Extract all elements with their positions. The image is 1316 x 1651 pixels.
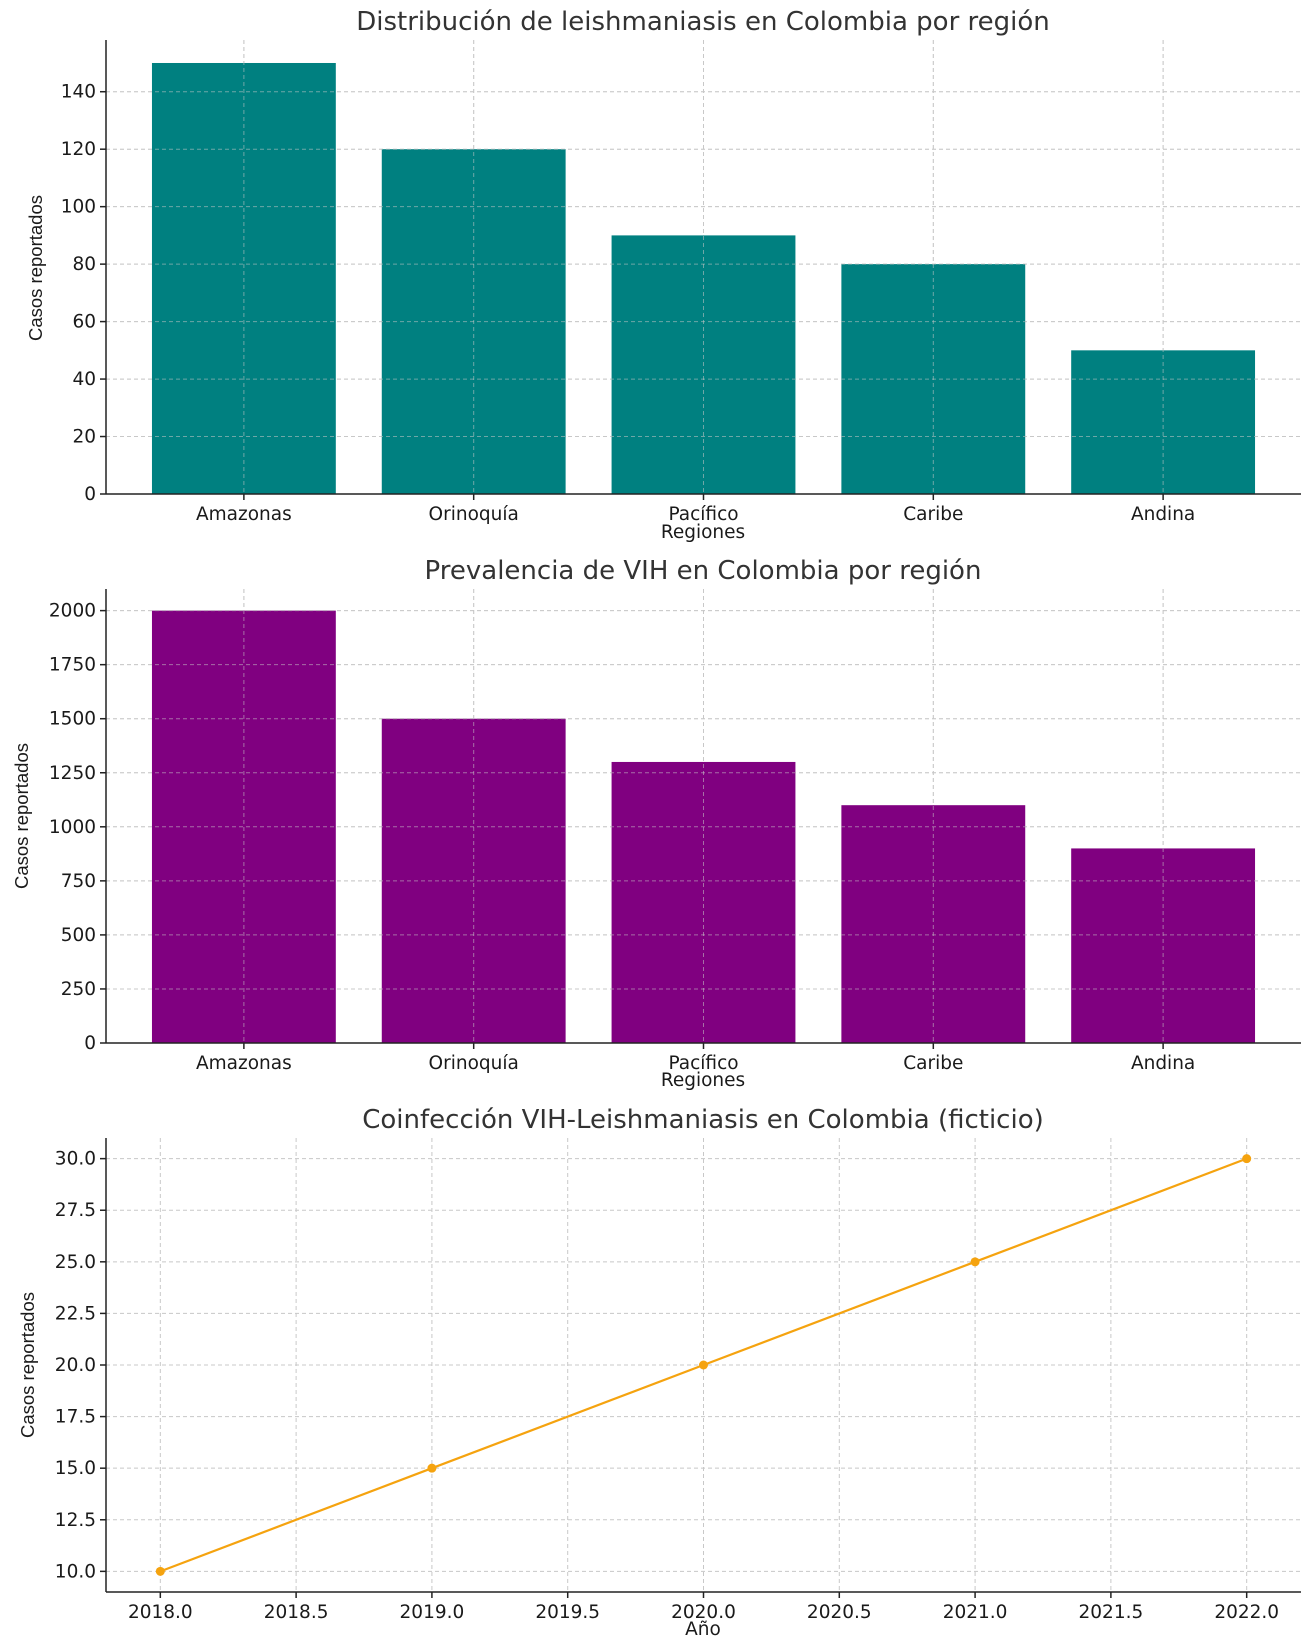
x-tick-label: Caribe [903,504,963,525]
y-tick-label: 25.0 [55,1252,96,1273]
y-tick-label: 22.5 [55,1303,96,1324]
y-tick-label: 40 [72,369,96,390]
bar-pacífico [611,761,796,1043]
x-tick-label: 2020.5 [807,1602,872,1623]
x-axis-label: Regiones [661,1070,745,1091]
y-tick-label: 15.0 [55,1458,96,1479]
y-tick-label: 60 [72,312,96,333]
x-tick-label: 2021.0 [943,1602,1008,1623]
x-axis-label: Regiones [661,522,745,543]
data-point-2018 [155,1566,165,1576]
y-tick-label: 1500 [49,709,96,730]
y-tick-label: 0 [84,1033,96,1054]
coinfection-line-chart: Coinfección VIH-Leishmaniasis en Colombi… [17,1105,1301,1640]
x-tick-label: Orinoquía [429,504,519,525]
data-point-2022 [1242,1154,1252,1164]
y-axis-label: Casos reportados [25,195,46,341]
x-tick-label: 2021.5 [1079,1602,1144,1623]
chart-title: Coinfección VIH-Leishmaniasis en Colombi… [362,1105,1044,1135]
y-tick-label: 20.0 [55,1355,96,1376]
x-axis-label: Año [685,1619,721,1640]
x-tick-label: 2019.0 [400,1602,465,1623]
x-tick-label: 2022.0 [1214,1602,1279,1623]
x-tick-label: Andina [1131,1053,1195,1074]
y-tick-label: 80 [72,254,96,275]
bar-caribe [841,805,1026,1043]
y-tick-label: 10.0 [55,1561,96,1582]
x-tick-label: 2018.0 [128,1602,193,1623]
x-tick-label: 2019.5 [535,1602,600,1623]
y-tick-label: 30.0 [55,1149,96,1170]
y-tick-label: 0 [84,484,96,505]
y-tick-label: 140 [61,82,96,103]
y-axis-label: Casos reportados [17,1292,38,1438]
x-tick-label: Caribe [903,1053,963,1074]
data-point-2019 [427,1463,437,1473]
y-tick-label: 20 [72,427,96,448]
y-tick-label: 500 [61,925,96,946]
y-axis-label: Casos reportados [11,743,32,889]
x-tick-label: 2018.5 [264,1602,329,1623]
y-tick-label: 1000 [49,817,96,838]
x-tick-label: Pacífico [668,1053,738,1074]
y-tick-label: 17.5 [55,1407,96,1428]
vih-bar-chart: Prevalencia de VIH en Colombia por regió… [11,556,1301,1091]
y-tick-label: 2000 [49,601,96,622]
y-tick-label: 120 [61,139,96,160]
y-tick-label: 1250 [49,763,96,784]
y-tick-label: 100 [61,197,96,218]
y-tick-label: 1750 [49,655,96,676]
chart-title: Distribución de leishmaniasis en Colombi… [356,7,1050,37]
leishmaniasis-bar-chart: Distribución de leishmaniasis en Colombi… [25,7,1301,543]
x-tick-label: Amazonas [196,504,292,525]
y-tick-label: 27.5 [55,1200,96,1221]
x-tick-label: Andina [1131,504,1195,525]
x-tick-label: 2020.0 [671,1602,736,1623]
y-tick-label: 12.5 [55,1510,96,1531]
x-tick-label: Orinoquía [429,1053,519,1074]
data-point-2020 [699,1360,708,1370]
x-tick-label: Amazonas [196,1053,292,1074]
y-tick-label: 250 [61,979,96,1000]
y-tick-label: 750 [61,871,96,892]
data-point-2021 [970,1257,980,1267]
chart-title: Prevalencia de VIH en Colombia por regió… [425,556,982,586]
x-tick-label: Pacífico [668,504,738,525]
